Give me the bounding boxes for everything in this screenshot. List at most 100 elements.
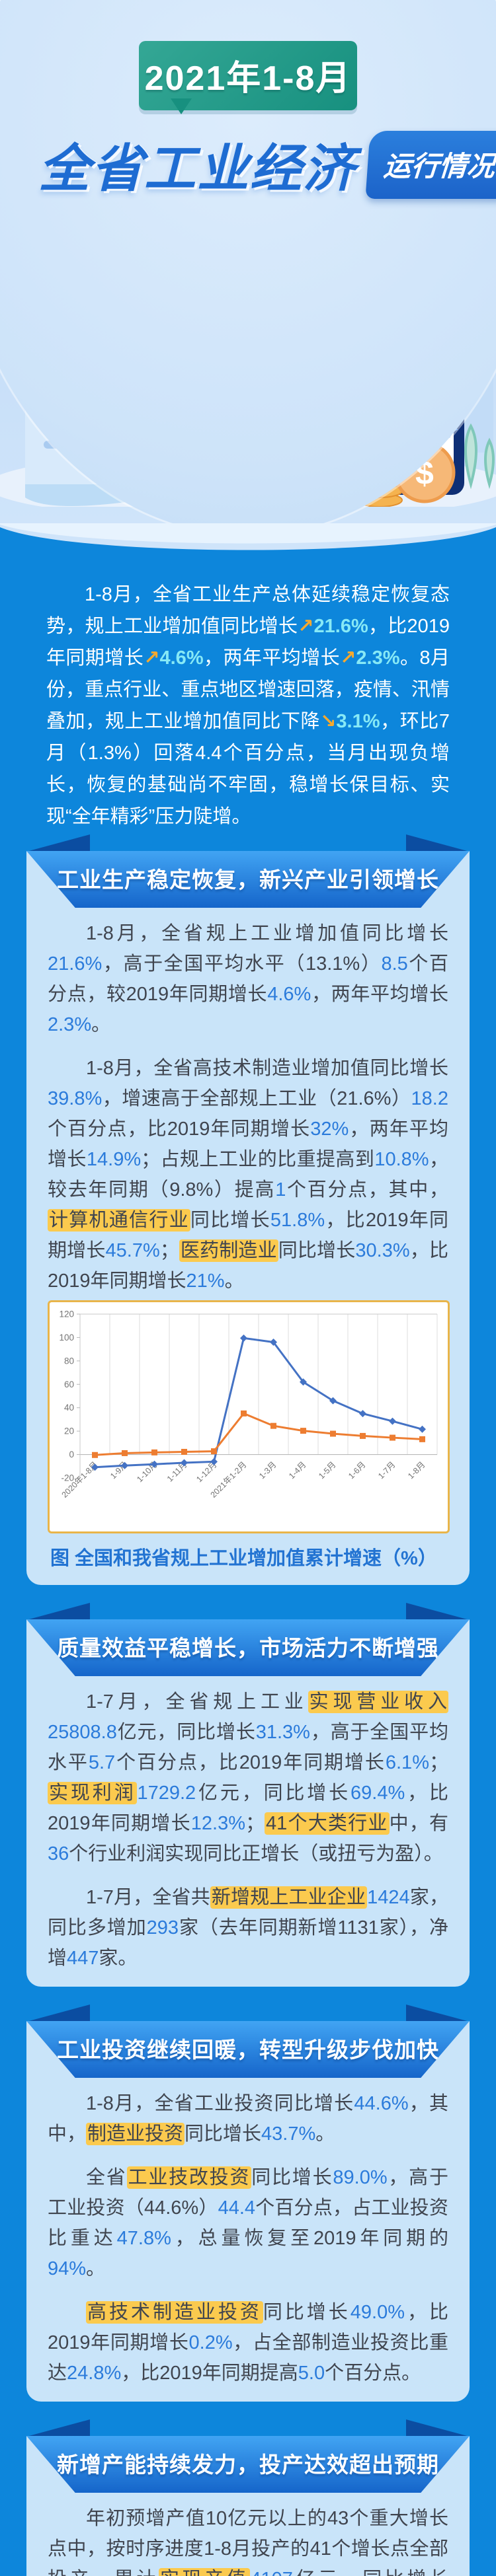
section-paragraphs: 1-8月，全省规上工业增加值同比增长 21.6%，高于全国平均水平（13.1%）8… <box>48 918 448 1296</box>
ribbon-fold-left <box>26 834 90 852</box>
text-segment: 同比增长 <box>251 2167 333 2188</box>
text-segment: 18.2 <box>411 1088 448 1109</box>
text-segment: 1424 <box>367 1887 410 1908</box>
text-segment: 个百分点，较2019年同期增长 <box>48 953 448 1005</box>
text-segment: 94% <box>48 2258 87 2279</box>
text-segment: 25808.8 <box>48 1722 117 1743</box>
ribbon-fold-left <box>26 2005 90 2022</box>
badge-tail <box>171 98 192 125</box>
section-paragraphs: 年初预增产值10亿元以上的43个重大增长点中，按时序进度1-8月投产的41个增长… <box>48 2503 448 2576</box>
section-title-investment: 工业投资继续回暖，转型升级步伐加快 <box>26 2021 470 2078</box>
text-segment: 41个大类行业 <box>265 1812 390 1835</box>
text-segment: 实现营业收入 <box>308 1691 448 1713</box>
ribbon-fold-left <box>26 1603 90 1620</box>
svg-text:100: 100 <box>59 1333 74 1343</box>
text-segment: 1729.2 <box>137 1783 196 1804</box>
text-segment: 24.8% <box>67 2363 122 2384</box>
text-segment: ，高于全国平均水平 <box>48 1722 448 1773</box>
text-segment: 1-8月，全省工业生产总体延续稳定恢复态势，规上工业增加值同比增长 <box>46 584 450 637</box>
text-segment: 43.7% <box>261 2123 316 2145</box>
section-paragraphs: 1-8月，全省工业投资同比增长44.6%，其中，制造业投资同比增长43.7%。全… <box>48 2088 448 2388</box>
text-segment: 计算机通信行业 <box>48 1209 190 1232</box>
text-segment: 89.0% <box>333 2167 388 2188</box>
title-row: 全省工业经济 运行情况 <box>0 128 496 205</box>
text-segment: 中，有 <box>389 1813 448 1834</box>
section-card-quality: 质量效益平稳增长，市场活力不断增强 1-7月，全省规上工业实现营业收入 25808… <box>26 1603 470 1987</box>
svg-text:80: 80 <box>64 1356 74 1366</box>
text-segment: 。 <box>86 2258 106 2279</box>
paragraph: 1-8月，全省规上工业增加值同比增长 21.6%，高于全国平均水平（13.1%）8… <box>48 918 448 1040</box>
period-badge: 2021年1-8月 <box>139 41 357 114</box>
text-segment: ↗ <box>298 616 314 637</box>
text-segment: ↘ <box>320 711 337 732</box>
growth-line-chart: -20 0 20 40 60 80 100 120 2020年1-8月 1-9月 1-10月 1-11… <box>48 1300 450 1533</box>
text-segment: ，比2019年同期增长 <box>48 2302 448 2353</box>
text-segment: 同比增长 <box>278 1240 356 1261</box>
text-segment: 同比增长 <box>190 1210 270 1231</box>
text-segment: 21.6% <box>313 616 368 637</box>
paragraph: 全省工业技改投资同比增长89.0%，高于工业投资（44.6%）44.4个百分点，… <box>48 2162 448 2284</box>
text-segment: 44.6% <box>354 2093 409 2114</box>
text-segment: ； <box>159 1240 179 1261</box>
section-card-capacity: 新增产能持续发力，投产达效超出预期 年初预增产值10亿元以上的43个重大增长点中… <box>26 2419 470 2576</box>
text-segment: ，比2019年同期增长 <box>48 1783 448 1834</box>
text-segment: 4.6% <box>159 647 204 669</box>
text-segment: 12.3% <box>190 1813 246 1834</box>
text-segment: ，两年平均增长 <box>48 1119 448 1170</box>
text-segment: 家（去年同期新增1131家），净增 <box>48 1917 448 1969</box>
text-segment: 44.4 <box>218 2197 256 2219</box>
text-segment: 45.7% <box>105 1240 160 1261</box>
paragraph: 1-7月，全省规上工业实现营业收入25808.8亿元，同比增长31.3%，高于全… <box>48 1687 448 1869</box>
text-segment: 2.3% <box>48 1014 92 1035</box>
section-title-quality: 质量效益平稳增长，市场活力不断增强 <box>26 1619 470 1676</box>
text-segment: 4107 <box>250 2569 293 2576</box>
text-segment: ，两年平均增长 <box>311 984 448 1005</box>
intro-paragraph: 1-8月，全省工业生产总体延续稳定恢复态势，规上工业增加值同比增长↗21.6%，… <box>46 579 450 832</box>
text-segment: ，高于全国平均水平（13.1%） <box>102 953 382 975</box>
text-segment: 家，同比多增加 <box>48 1887 448 1938</box>
text-segment: 高技术制造业投资 <box>86 2301 263 2324</box>
ribbon-fold-right <box>406 834 470 852</box>
svg-text:1-3月: 1-3月 <box>257 1460 278 1481</box>
text-segment: 1-7月，全省共 <box>86 1887 210 1908</box>
text-segment: 亿元，同比增长 <box>293 2569 448 2576</box>
text-segment: 新增规上工业企业 <box>210 1886 368 1909</box>
text-segment: 1-8月，全省工业投资同比增长 <box>86 2093 354 2114</box>
text-segment: 293 <box>146 1917 179 1938</box>
ribbon-fold-left <box>26 2419 90 2437</box>
text-segment: 个百分点，其中， <box>286 1179 448 1200</box>
text-segment: ，占全部制造业投资比重达 <box>48 2332 448 2384</box>
text-segment: ，其中， <box>48 2093 448 2145</box>
svg-text:-20: -20 <box>61 1473 74 1483</box>
text-segment: 实现产值 <box>158 2568 251 2576</box>
paragraph: 1-7月，全省共新增规上工业企业1424家，同比多增加293家（去年同期新增11… <box>48 1882 448 1973</box>
text-segment: ； <box>245 1813 265 1834</box>
svg-text:40: 40 <box>64 1403 74 1413</box>
text-segment: 21.6% <box>48 953 103 975</box>
text-segment: ，增速高于全部规上工业（21.6%） <box>102 1088 411 1109</box>
paragraph: 1-8月，全省高技术制造业增加值同比增长 39.8%，增速高于全部规上工业（21.… <box>48 1053 448 1296</box>
text-segment: 47.8% <box>116 2228 171 2249</box>
chart-canvas: -20 0 20 40 60 80 100 120 2020年1-8月 1-9月 1-10月 1-11… <box>50 1306 448 1531</box>
text-segment: 实现利润 <box>48 1782 138 1804</box>
text-segment: 31.3% <box>255 1722 310 1743</box>
svg-text:1-4月: 1-4月 <box>287 1460 308 1481</box>
section-title-capacity: 新增产能持续发力，投产达效超出预期 <box>26 2436 470 2493</box>
text-segment: 447 <box>67 1948 99 1969</box>
text-segment: 10.8% <box>374 1149 429 1170</box>
text-segment: 51.8% <box>270 1210 325 1231</box>
text-segment: 。 <box>91 1014 111 1035</box>
ribbon-fold-right <box>406 1603 470 1620</box>
text-segment: ，两年平均增长 <box>203 647 341 669</box>
text-segment: 6.1% <box>385 1752 429 1773</box>
period-badge-label: 2021年1-8月 <box>144 59 352 98</box>
section-paragraphs: 1-7月，全省规上工业实现营业收入25808.8亿元，同比增长31.3%，高于全… <box>48 1687 448 1973</box>
svg-text:1-5月: 1-5月 <box>317 1460 338 1481</box>
text-segment: ↗ <box>340 647 356 669</box>
text-segment: 8.5 <box>381 953 408 975</box>
text-segment: 14.9% <box>86 1149 142 1170</box>
text-segment: 。 <box>224 1270 244 1292</box>
header-banner: 2021年1-8月 全省工业经济 运行情况 <box>0 0 496 523</box>
paragraph: 1-8月，全省工业投资同比增长44.6%，其中，制造业投资同比增长43.7%。 <box>48 2088 448 2149</box>
